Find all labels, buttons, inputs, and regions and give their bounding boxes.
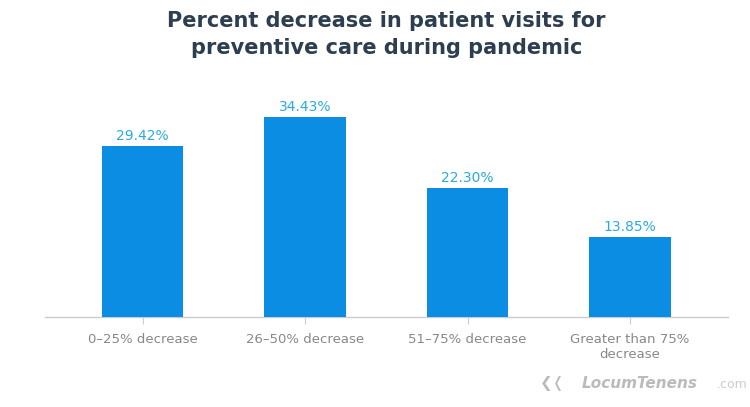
Text: 13.85%: 13.85% — [604, 220, 656, 234]
Text: 22.30%: 22.30% — [441, 171, 494, 185]
Bar — [427, 188, 508, 317]
Text: .com: .com — [716, 378, 747, 391]
Text: ❮❬: ❮❬ — [540, 376, 566, 391]
Bar — [102, 147, 183, 317]
Text: 29.42%: 29.42% — [116, 129, 169, 144]
Text: 34.43%: 34.43% — [279, 101, 332, 114]
Bar — [264, 117, 346, 317]
Title: Percent decrease in patient visits for
preventive care during pandemic: Percent decrease in patient visits for p… — [167, 11, 605, 58]
Text: LocumTenens: LocumTenens — [581, 376, 698, 391]
Bar — [590, 237, 670, 317]
